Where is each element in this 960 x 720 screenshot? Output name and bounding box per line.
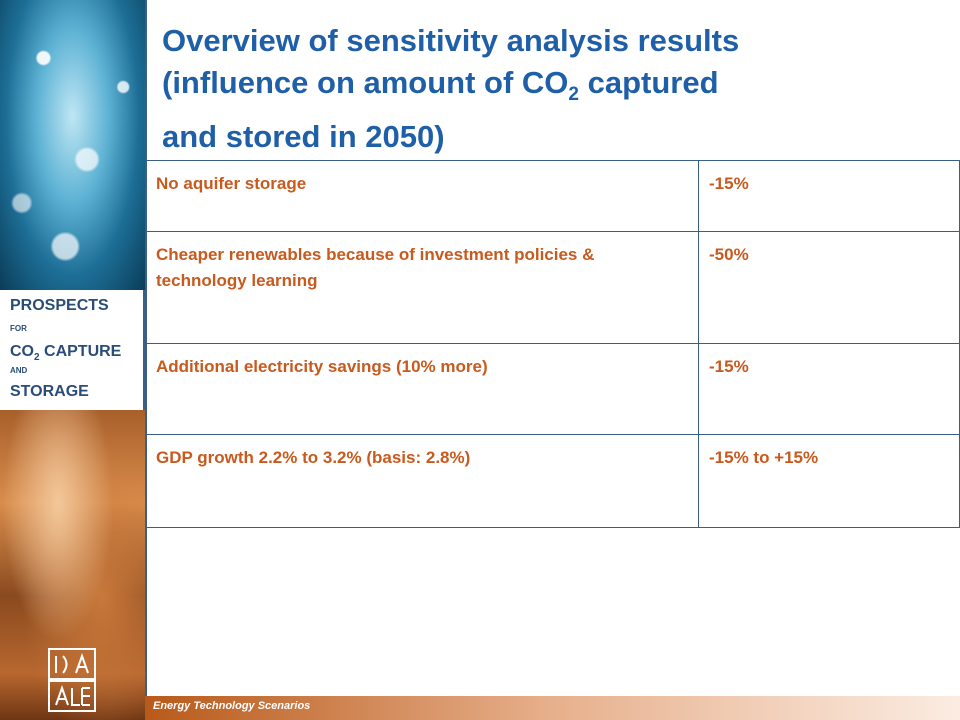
table-row: GDP growth 2.2% to 3.2% (basis: 2.8%) -1…	[145, 434, 960, 528]
brand-for: FOR	[10, 324, 27, 333]
brand-capture: CAPTURE	[39, 343, 122, 360]
sensitivity-table: No aquifer storage -15% Cheaper renewabl…	[145, 160, 960, 528]
title-line3: and stored in 2050)	[162, 119, 445, 155]
brand-co-sub: 2	[34, 352, 40, 364]
copper-image	[0, 410, 145, 720]
factor-cell: GDP growth 2.2% to 3.2% (basis: 2.8%)	[145, 434, 699, 528]
footer-text: Energy Technology Scenarios	[153, 700, 311, 712]
impact-cell: -15%	[698, 160, 960, 232]
factor-cell: Additional electricity savings (10% more…	[145, 343, 699, 435]
table-row: Additional electricity savings (10% more…	[145, 343, 960, 435]
footer-bar: Energy Technology Scenarios	[145, 696, 960, 720]
sidebar: PROSPECTS FOR CO2 CAPTURE AND STORAGE	[0, 0, 145, 720]
brand-box: PROSPECTS FOR CO2 CAPTURE AND STORAGE	[0, 290, 145, 410]
impact-cell: -15%	[698, 343, 960, 435]
table-row: No aquifer storage -15%	[145, 160, 960, 232]
slide-title: Overview of sensitivity analysis results…	[162, 20, 952, 158]
brand-prospects: PROSPECTS	[10, 297, 109, 314]
brand-co: CO	[10, 343, 34, 360]
title-line2-post: captured	[579, 65, 719, 100]
impact-cell: -15% to +15%	[698, 434, 960, 528]
brand-co2-capture: CO2 CAPTURE	[10, 344, 121, 366]
brand-and: AND	[10, 366, 28, 375]
bubbles-image	[0, 0, 145, 290]
table-row: Cheaper renewables because of investment…	[145, 231, 960, 344]
title-line1: Overview of sensitivity analysis results	[162, 23, 740, 58]
title-co2-subscript: 2	[568, 84, 579, 106]
factor-cell: No aquifer storage	[145, 160, 699, 232]
title-line2-pre: (influence on amount of CO	[162, 65, 569, 100]
impact-cell: -50%	[698, 231, 960, 344]
factor-cell: Cheaper renewables because of investment…	[145, 231, 699, 344]
brand-storage: STORAGE	[10, 383, 89, 400]
iea-logo-icon	[48, 648, 96, 712]
